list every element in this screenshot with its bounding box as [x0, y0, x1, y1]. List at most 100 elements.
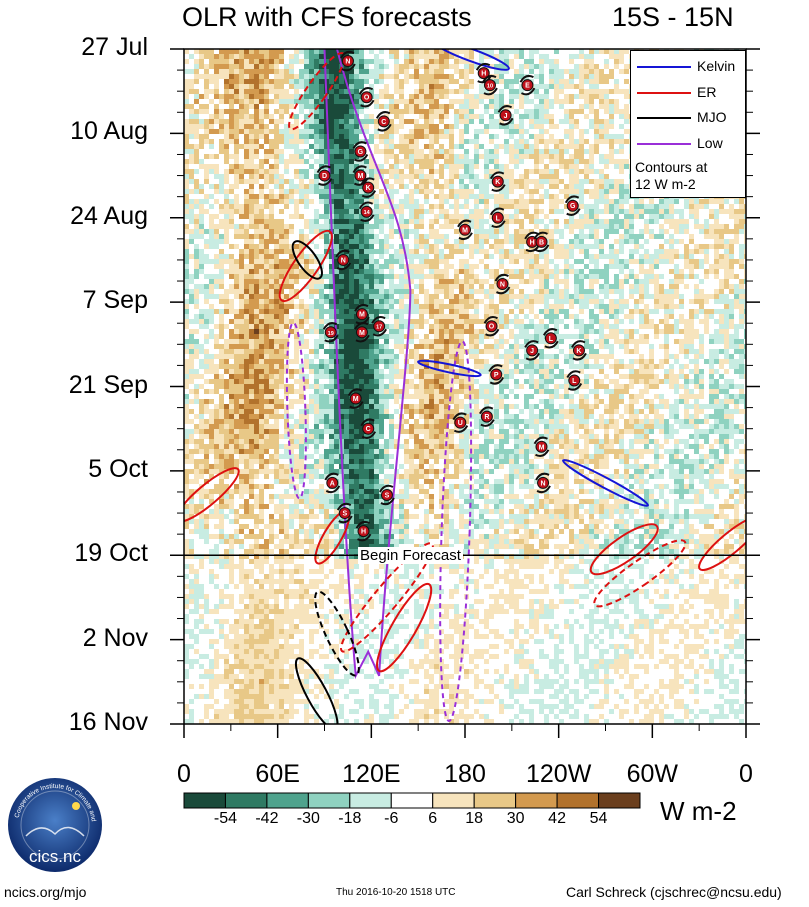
storm-letter: K: [366, 185, 371, 192]
colorbar-segment: [183, 792, 226, 809]
storm-arm: [355, 334, 370, 343]
storm-dot: [337, 253, 350, 266]
storm-dot: [537, 476, 550, 489]
storm-marker: L: [566, 370, 583, 391]
storm-arm: [375, 111, 391, 119]
colorbar-tick-label: -6: [384, 810, 399, 827]
storm-arm: [354, 322, 369, 330]
colorbar-segment: [473, 792, 517, 809]
storm-letter: N: [500, 282, 505, 289]
storm-arm: [566, 208, 581, 216]
colorbar-units: W m-2: [660, 796, 737, 826]
storm-dot: [377, 115, 390, 128]
storm-marker: M: [354, 303, 370, 325]
er-contour: [698, 515, 746, 572]
x-tick-label: 120E: [342, 760, 401, 788]
storm-dot: [526, 344, 539, 357]
storm-arm: [380, 497, 395, 506]
storm-dot: [535, 440, 548, 453]
storm-marker: K: [571, 340, 587, 361]
storm-arm: [358, 201, 374, 210]
storm-marker: N: [335, 249, 352, 271]
logo-text: cics.nc: [29, 847, 81, 866]
low-contour-dashed-east: [439, 340, 473, 723]
storm-arm: [489, 207, 505, 216]
y-tick-label: 19 Oct: [74, 539, 148, 568]
legend-label-er: ER: [697, 84, 717, 100]
storm-marker: N: [340, 50, 356, 72]
storm-arm: [341, 63, 356, 72]
storm-letter: H: [481, 71, 486, 78]
mjo-contour: [291, 240, 323, 280]
storm-marker: M: [533, 436, 550, 457]
legend-note-line-1: Contours at: [635, 159, 708, 175]
y-tick-label: 24 Aug: [70, 201, 148, 230]
storm-arm: [352, 141, 367, 149]
storm-arm: [353, 153, 369, 162]
storm-dot: [324, 326, 337, 339]
storm-arm: [335, 249, 350, 258]
y-tick-label: 2 Nov: [82, 623, 148, 652]
storm-arm: [318, 178, 333, 186]
storm-arm: [489, 171, 505, 180]
storm-arm: [533, 436, 548, 445]
storm-arm: [478, 406, 494, 415]
storm-dot: [499, 109, 512, 122]
storm-marker: H: [355, 520, 372, 542]
storm-letter: M: [359, 330, 365, 337]
storm-letter: J: [504, 113, 508, 120]
storm-marker: S: [379, 484, 395, 506]
storm-arm: [316, 165, 331, 174]
storm-marker: B: [533, 231, 550, 253]
legend-note-line-2: 12 W m-2: [635, 176, 696, 192]
storm-dot: [535, 235, 548, 248]
legend-line-kelvin: [637, 66, 691, 68]
chart-title: OLR with CFS forecasts: [182, 2, 472, 32]
storm-dot: [362, 422, 375, 435]
mjo-contour: [314, 590, 360, 677]
storm-dot: [544, 332, 557, 345]
storm-arm: [340, 50, 355, 59]
kelvin-contour: [417, 359, 482, 378]
colorbar-tick-label: -30: [296, 810, 320, 827]
storm-marker: D: [316, 165, 333, 186]
storm-marker: K: [360, 177, 377, 198]
storm-marker: L: [489, 207, 506, 228]
storm-marker: 17: [371, 316, 388, 337]
x-tick-label: 60W: [626, 760, 679, 788]
storm-arm: [324, 334, 339, 343]
storm-dot: [360, 91, 373, 104]
storm-letter: K: [576, 348, 581, 355]
colorbar-tick-label: -54: [213, 810, 238, 827]
x-tick-label: 180: [444, 760, 486, 788]
legend-line-low: [637, 143, 691, 145]
colorbar-tick-label: 30: [506, 810, 525, 827]
storm-arm: [491, 184, 506, 192]
storm-arm: [453, 425, 469, 433]
colorbar-tick-label: 6: [428, 810, 438, 827]
storm-letter: 14: [364, 210, 371, 216]
er-contour: [340, 542, 434, 653]
storm-letter: M: [462, 227, 468, 234]
storm-letter: M: [539, 444, 545, 451]
storm-letter: H: [361, 529, 366, 536]
storm-arm: [496, 286, 511, 295]
cics-logo: Cooperative Institute for Climate and Sa…: [6, 776, 102, 872]
storm-dot: [490, 368, 503, 381]
storm-dot: [380, 488, 393, 501]
legend-item-er: ER: [631, 83, 745, 103]
storm-arm: [457, 219, 472, 228]
storm-letter: 10: [487, 84, 493, 90]
storm-dot: [568, 374, 581, 387]
storm-arm: [458, 232, 473, 240]
storm-arm: [352, 165, 367, 174]
y-tick-label: 21 Sep: [68, 370, 148, 399]
storm-dot: [357, 525, 370, 538]
colorbar-segment: [224, 792, 268, 809]
storm-arm: [536, 485, 551, 494]
legend-item-kelvin: Kelvin: [631, 57, 745, 77]
storm-arm: [361, 190, 377, 198]
storm-dot: [521, 79, 534, 92]
storm-marker: M: [347, 388, 364, 409]
storm-letter: 17: [376, 325, 382, 331]
